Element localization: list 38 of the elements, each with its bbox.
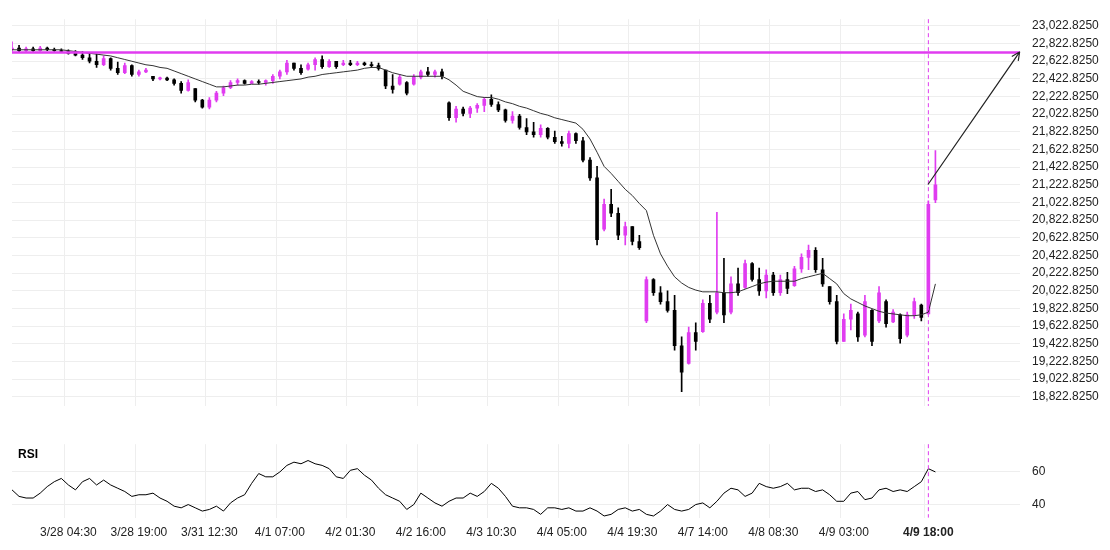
y-tick-label: 20,222.8250: [1032, 265, 1100, 280]
x-tick-label: 3/28 04:30: [40, 525, 98, 540]
y-tick-label: 40: [1032, 496, 1046, 511]
y-tick-label: 20,422.8250: [1032, 247, 1100, 262]
y-tick-label: 20,022.8250: [1032, 283, 1100, 298]
y-tick-label: 22,022.8250: [1032, 106, 1100, 121]
y-tick-label: 21,022.8250: [1032, 194, 1100, 209]
y-tick-label: 19,622.8250: [1032, 318, 1100, 333]
y-tick-label: 22,222.8250: [1032, 88, 1100, 103]
x-tick-label: 4/9 03:00: [818, 525, 870, 540]
x-tick-label: 4/2 01:30: [325, 525, 376, 540]
x-tick-label: 4/1 07:00: [254, 525, 306, 540]
y-tick-label: 20,822.8250: [1032, 212, 1100, 227]
x-tick-label: 4/3 10:30: [466, 525, 517, 540]
y-tick-label: 21,622.8250: [1032, 141, 1100, 156]
y-tick-label: 20,622.8250: [1032, 230, 1100, 245]
y-tick-label: 21,422.8250: [1032, 159, 1100, 174]
x-tick-label: 4/4 05:00: [536, 525, 588, 540]
chart-title: RSI: [18, 446, 39, 461]
y-tick-label: 23,022.8250: [1032, 17, 1100, 32]
y-tick-label: 22,822.8250: [1032, 35, 1100, 50]
y-tick-label: 21,822.8250: [1032, 123, 1100, 138]
x-tick-label: 4/7 14:00: [677, 525, 729, 540]
y-tick-label: 19,822.8250: [1032, 300, 1100, 315]
x-tick-label: 4/4 19:30: [607, 525, 658, 540]
y-tick-label: 18,822.8250: [1032, 389, 1100, 404]
y-tick-label: 22,622.8250: [1032, 53, 1100, 68]
y-tick-label: 19,222.8250: [1032, 353, 1100, 368]
x-tick-label: 3/28 19:00: [110, 525, 168, 540]
x-tick-label: 4/2 16:00: [395, 525, 447, 540]
y-tick-label: 19,422.8250: [1032, 336, 1100, 351]
y-tick-label: 21,222.8250: [1032, 177, 1100, 191]
y-tick-label: 60: [1032, 464, 1046, 479]
x-tick-label: 4/8 08:30: [748, 525, 799, 540]
x-tick-label: 4/9 18:00: [903, 525, 955, 540]
x-tick-label: 3/31 12:30: [181, 525, 239, 540]
y-tick-label: 22,422.8250: [1032, 70, 1100, 85]
y-tick-label: 19,022.8250: [1032, 371, 1100, 386]
